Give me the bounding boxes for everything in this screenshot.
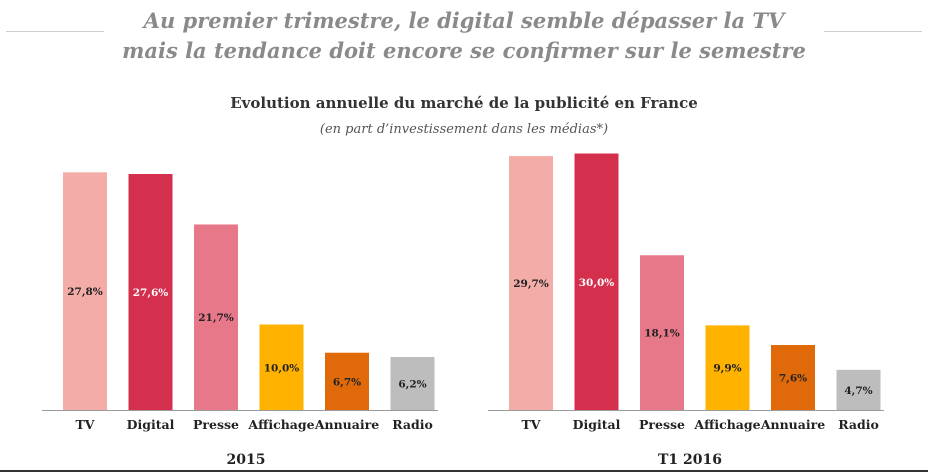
chart-2-tick-label-tv: TV	[521, 417, 540, 432]
chart-2-data-label-digital: 30,0%	[579, 277, 615, 289]
headline-line-1: Au premier trimestre, le digital semble …	[143, 8, 785, 33]
chart-2-tick-label-affichage: Affichage	[693, 417, 760, 432]
chart-1-tick-label-presse: Presse	[193, 417, 239, 432]
chart-2-data-label-tv: 29,7%	[513, 278, 549, 290]
chart-2-period-label: T1 2016	[658, 452, 722, 468]
chart-2-bar-presse	[640, 255, 684, 410]
chart-1-bar-tv	[63, 172, 107, 410]
chart-1-data-label-presse: 21,7%	[198, 312, 234, 324]
chart-2-data-label-annuaire: 7,6%	[779, 373, 807, 385]
chart-2-bar-tv	[509, 156, 553, 410]
chart-title: Evolution annuelle du marché de la publi…	[230, 94, 698, 112]
chart-1-data-label-digital: 27,6%	[133, 287, 169, 299]
chart-1-tick-label-tv: TV	[75, 417, 94, 432]
chart-1-tick-label-digital: Digital	[127, 417, 175, 432]
chart-2-data-label-presse: 18,1%	[644, 328, 680, 340]
chart-2-data-label-radio: 4,7%	[844, 385, 872, 397]
chart-2-tick-label-annuaire: Annuaire	[760, 417, 825, 432]
chart-1-bar-affichage	[259, 324, 304, 410]
chart-1-bar-digital	[128, 174, 173, 410]
chart-1-data-label-radio: 6,2%	[398, 378, 426, 390]
chart-1-data-label-tv: 27,8%	[67, 286, 103, 298]
headline-rule-left	[6, 31, 104, 32]
chart-2-bar-annuaire	[771, 345, 815, 410]
chart-2-tick-label-digital: Digital	[573, 417, 621, 432]
chart-1-bar-annuaire	[325, 352, 369, 410]
chart-2-bar-digital	[574, 153, 619, 410]
headline-line-2: mais la tendance doit encore se confirme…	[122, 38, 806, 63]
chart-1-bar-presse	[194, 224, 238, 410]
chart-2-data-label-affichage: 9,9%	[713, 363, 741, 375]
chart-2-tick-label-radio: Radio	[838, 417, 879, 432]
chart-1-bar-radio	[390, 356, 435, 410]
chart-2-tick-label-presse: Presse	[639, 417, 685, 432]
chart-1-tick-label-annuaire: Annuaire	[314, 417, 379, 432]
chart-1-tick-label-radio: Radio	[392, 417, 433, 432]
chart-1-period-label: 2015	[227, 452, 266, 468]
chart-2-bar-affichage	[705, 325, 750, 410]
chart-1-data-label-annuaire: 6,7%	[333, 376, 361, 388]
headline-rule-right	[824, 31, 922, 32]
chart-subtitle: (en part d’investissement dans les média…	[319, 122, 609, 137]
bottom-border	[0, 470, 928, 472]
chart-1-data-label-affichage: 10,0%	[264, 362, 300, 374]
headline: Au premier trimestre, le digital semble …	[0, 6, 928, 66]
chart-1-tick-label-affichage: Affichage	[247, 417, 314, 432]
chart-2-bar-radio	[836, 369, 881, 410]
